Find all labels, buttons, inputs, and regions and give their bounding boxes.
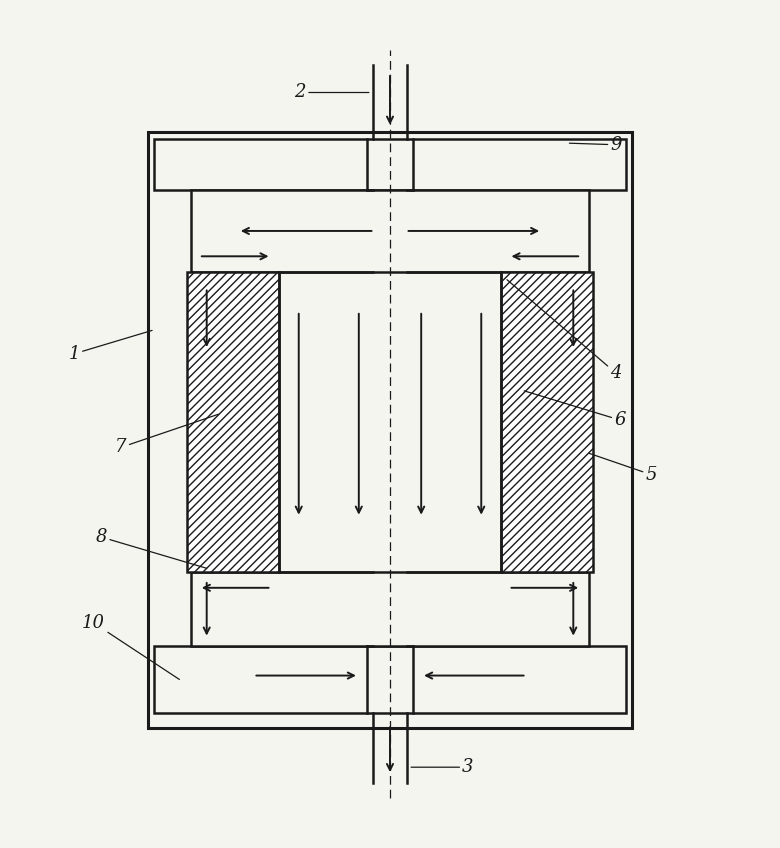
Bar bbox=[154, 646, 626, 712]
Bar bbox=[154, 139, 626, 190]
Bar bbox=[501, 272, 593, 572]
Text: 10: 10 bbox=[82, 614, 179, 679]
Text: 5: 5 bbox=[589, 453, 657, 483]
Text: 9: 9 bbox=[569, 136, 622, 153]
Bar bbox=[148, 131, 632, 728]
Text: 1: 1 bbox=[69, 331, 152, 363]
Bar bbox=[191, 190, 589, 272]
Text: 2: 2 bbox=[295, 83, 369, 102]
Bar bbox=[187, 272, 279, 572]
Bar bbox=[191, 572, 589, 646]
Text: 6: 6 bbox=[524, 391, 626, 429]
Text: 7: 7 bbox=[115, 415, 218, 456]
Text: 8: 8 bbox=[96, 528, 207, 568]
Text: 4: 4 bbox=[507, 280, 622, 382]
Text: 3: 3 bbox=[411, 758, 473, 776]
